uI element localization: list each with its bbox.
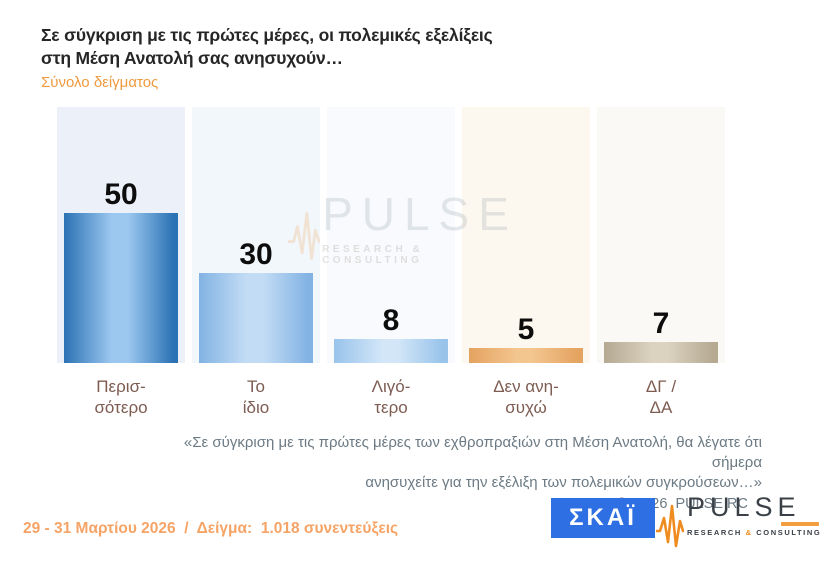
bar-value-label: 50: [104, 178, 138, 211]
page-title: Σε σύγκριση με τις πρώτες μέρες, οι πολε…: [41, 24, 493, 69]
category-label: Το ίδιο: [242, 377, 270, 417]
bar-column: 50 Περισ- σότερο: [57, 107, 185, 418]
bar-chart: 50 Περισ- σότερο 30 Το ίδιο 8: [57, 107, 725, 418]
bar-column-background: 5: [462, 107, 590, 363]
pulse-logo-tagline: RESEARCH & CONSULTING: [687, 528, 822, 537]
category-label: ΔΓ / ΔΑ: [645, 377, 677, 417]
pulse-logo-rule: [781, 522, 820, 526]
bar-column: 8 Λιγό- τερο: [327, 107, 455, 418]
title-line-1: Σε σύγκριση με τις πρώτες μέρες, οι πολε…: [41, 25, 493, 45]
bar: [604, 342, 718, 363]
fieldwork-dates: 29 - 31 Μαρτίου 2026 / Δείγμα: 1.018 συν…: [23, 520, 399, 537]
footnote-line-2: ανησυχείτε για την εξέλιξη των πολεμικών…: [365, 474, 762, 491]
bar-column-background: 8: [327, 107, 455, 363]
bar: [199, 273, 313, 363]
category-label: Λιγό- τερο: [371, 377, 411, 417]
pulse-logo-text: PULSE: [687, 492, 801, 522]
bar-column: 5 Δεν ανη- συχώ: [462, 107, 590, 418]
bar: [469, 348, 583, 363]
bar-column: 7 ΔΓ / ΔΑ: [597, 107, 725, 418]
bar-column-background: 7: [597, 107, 725, 363]
header: Σε σύγκριση με τις πρώτες μέρες, οι πολε…: [41, 24, 493, 91]
pulse-logo: PULSE RESEARCH & CONSULTING: [656, 494, 821, 550]
pulse-waveform-icon: [656, 504, 684, 548]
bar-column-background: 50: [57, 107, 185, 363]
bar-column-background: 30: [192, 107, 320, 363]
skai-logo-text: ΣΚΑΪ: [569, 504, 637, 531]
bar-value-label: 30: [239, 238, 273, 271]
title-line-2: στη Μέση Ανατολή σας ανησυχούν…: [41, 47, 343, 68]
bar: [64, 213, 178, 363]
footnote-line-1: «Σε σύγκριση με τις πρώτες μέρες των εχθ…: [183, 434, 762, 471]
bar-value-label: 8: [382, 304, 400, 337]
bar-column: 30 Το ίδιο: [192, 107, 320, 418]
category-label: Περισ- σότερο: [94, 377, 148, 417]
bar-value-label: 7: [652, 307, 670, 340]
bar-value-label: 5: [517, 313, 535, 346]
category-label: Δεν ανη- συχώ: [493, 377, 559, 417]
chart-subtitle: Σύνολο δείγματος: [41, 74, 159, 91]
skai-logo: ΣΚΑΪ: [551, 498, 655, 538]
bar: [334, 339, 448, 363]
